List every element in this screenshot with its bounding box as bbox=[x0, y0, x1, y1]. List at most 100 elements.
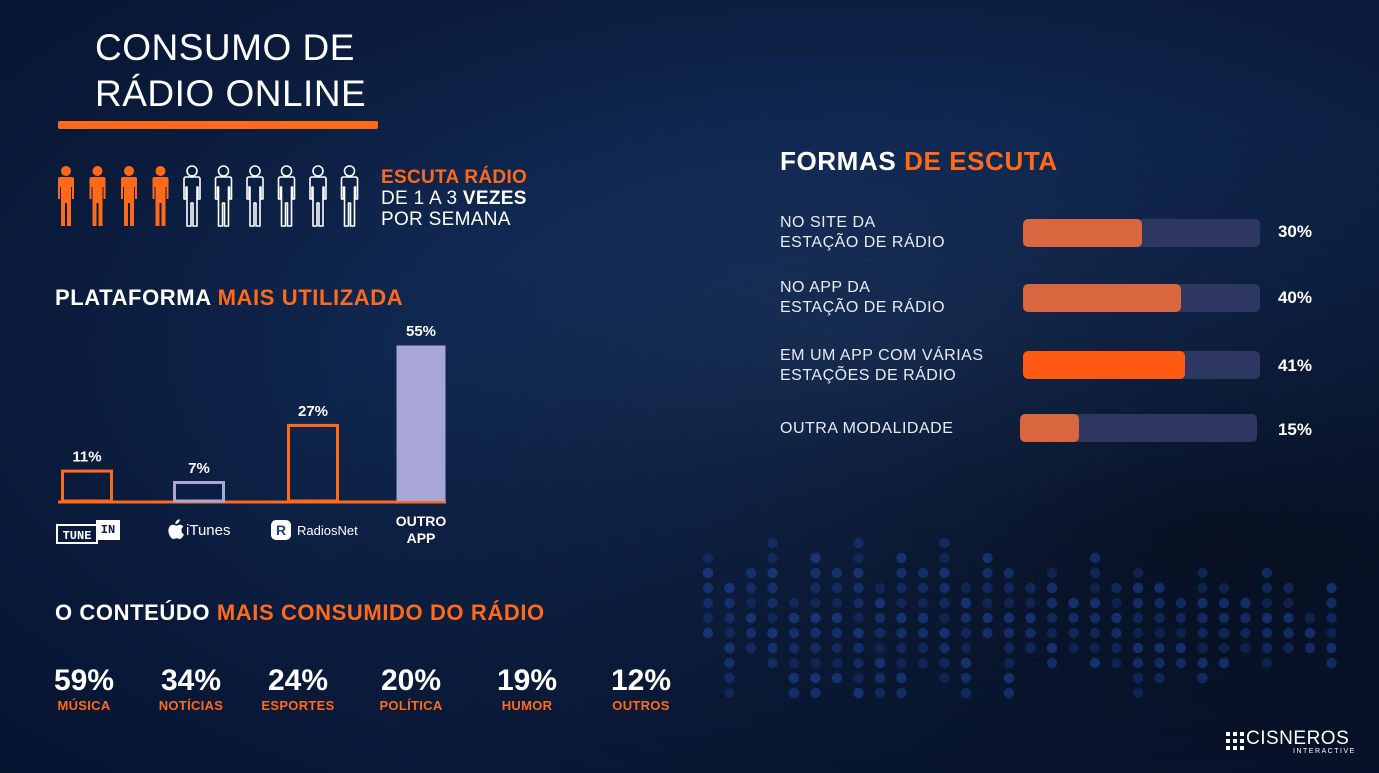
decorative-dot bbox=[960, 687, 972, 699]
decorative-dot bbox=[767, 567, 778, 579]
decorative-dot bbox=[1218, 627, 1230, 639]
radiosnet-icon: R bbox=[271, 520, 291, 540]
bar-value-label: 11% bbox=[72, 449, 101, 466]
bar-itunes bbox=[173, 481, 225, 503]
decorative-dot bbox=[896, 597, 907, 609]
decorative-dot bbox=[702, 627, 714, 639]
decorative-dot bbox=[939, 672, 950, 684]
decorative-dot bbox=[1154, 582, 1165, 594]
decorative-dot bbox=[1154, 642, 1165, 654]
person-icon bbox=[214, 165, 233, 227]
decorative-dot bbox=[874, 612, 886, 624]
decorative-dot bbox=[1197, 582, 1208, 594]
decorative-dot bbox=[896, 612, 907, 624]
decorative-dot bbox=[1132, 672, 1144, 684]
decorative-dot bbox=[1046, 582, 1058, 594]
decorative-dot bbox=[1046, 597, 1058, 609]
bar-tunein bbox=[61, 469, 113, 503]
decorative-dot bbox=[788, 627, 800, 639]
form-row: NO SITE DA ESTAÇÃO DE RÁDIO 30% bbox=[780, 213, 1340, 257]
platform-title-orange: MAIS UTILIZADA bbox=[217, 285, 404, 310]
decorative-dot bbox=[1003, 687, 1015, 699]
decorative-dot bbox=[1326, 612, 1337, 624]
decorative-dot bbox=[1218, 582, 1230, 594]
decorative-dot bbox=[896, 687, 907, 699]
decorative-dot bbox=[896, 642, 907, 654]
decorative-dot bbox=[767, 582, 778, 594]
decorative-dot bbox=[917, 642, 929, 654]
person-icon bbox=[277, 165, 296, 227]
decorative-dot bbox=[1261, 612, 1273, 624]
decorative-dot bbox=[1046, 657, 1058, 669]
forms-title-white: FORMAS bbox=[780, 146, 905, 176]
form-label-line-1: NO APP DA bbox=[780, 279, 871, 296]
decorative-dot bbox=[982, 582, 993, 594]
form-bar-track bbox=[1023, 351, 1260, 379]
decorative-dot bbox=[960, 582, 972, 594]
stat-label: POLÍTICA bbox=[379, 698, 443, 713]
decorative-dot bbox=[874, 642, 886, 654]
decorative-dot bbox=[1175, 657, 1187, 669]
decorative-dot bbox=[917, 597, 929, 609]
decorative-dot bbox=[874, 597, 886, 609]
decorative-dot bbox=[960, 657, 972, 669]
decorative-dot bbox=[1240, 642, 1251, 654]
content-stats: 59% MÚSICA 34% NOTÍCIAS 24% ESPORTES 20%… bbox=[50, 663, 700, 723]
apple-icon bbox=[168, 519, 184, 539]
form-row: EM UM APP COM VÁRIAS ESTAÇÕES DE RÁDIO 4… bbox=[780, 346, 1340, 390]
decorative-dot bbox=[1154, 627, 1165, 639]
decorative-dot bbox=[939, 567, 950, 579]
decorative-dot bbox=[724, 642, 735, 654]
decorative-dot bbox=[853, 567, 864, 579]
stat-label: HUMOR bbox=[501, 698, 553, 713]
decorative-dot bbox=[939, 537, 950, 549]
decorative-dot bbox=[788, 687, 800, 699]
bar-value-label: 7% bbox=[188, 460, 210, 477]
decorative-dot bbox=[1175, 612, 1187, 624]
decorative-dot bbox=[1003, 642, 1015, 654]
decorative-dot bbox=[1197, 627, 1208, 639]
decorative-dot bbox=[1111, 627, 1122, 639]
decorative-dot bbox=[896, 552, 907, 564]
decorative-dot bbox=[745, 597, 757, 609]
decorative-dot bbox=[874, 687, 886, 699]
person-icon bbox=[340, 165, 359, 227]
decorative-dot bbox=[810, 657, 821, 669]
decorative-dot bbox=[1326, 642, 1337, 654]
decorative-dot bbox=[1089, 612, 1101, 624]
decorative-dot bbox=[1175, 642, 1187, 654]
decorative-dot bbox=[1240, 597, 1251, 609]
stat-value: 20% bbox=[380, 664, 442, 697]
decorative-dot bbox=[1197, 657, 1208, 669]
tunein-logo: TUNE IN bbox=[56, 520, 120, 546]
decorative-dot bbox=[1261, 627, 1273, 639]
decorative-dot bbox=[745, 642, 757, 654]
cisneros-grid-icon bbox=[1226, 732, 1244, 750]
decorative-dot bbox=[767, 597, 778, 609]
decorative-dot bbox=[1197, 642, 1208, 654]
decorative-dot bbox=[1132, 612, 1144, 624]
decorative-dot bbox=[1326, 657, 1337, 669]
person-icon bbox=[152, 166, 169, 226]
decorative-dot bbox=[1261, 657, 1273, 669]
form-label: EM UM APP COM VÁRIAS ESTAÇÕES DE RÁDIO bbox=[780, 346, 984, 386]
decorative-dot bbox=[1025, 627, 1036, 639]
decorative-dot bbox=[788, 657, 800, 669]
decorative-dot bbox=[810, 672, 821, 684]
frequency-line-1: ESCUTA RÁDIO bbox=[381, 167, 528, 188]
decorative-dot bbox=[1304, 627, 1316, 639]
form-label: NO APP DA ESTAÇÃO DE RÁDIO bbox=[780, 278, 945, 318]
decorative-dot bbox=[745, 567, 757, 579]
form-bar-track bbox=[1023, 219, 1260, 247]
stat-label: MÚSICA bbox=[57, 698, 111, 713]
decorative-dot bbox=[1218, 612, 1230, 624]
decorative-dot bbox=[917, 582, 929, 594]
decorative-dot bbox=[853, 582, 864, 594]
decorative-dot bbox=[896, 672, 907, 684]
decorative-dot bbox=[1197, 567, 1208, 579]
decorative-dot bbox=[1154, 612, 1165, 624]
form-pct: 41% bbox=[1277, 356, 1312, 375]
form-label-line-2: ESTAÇÃO DE RÁDIO bbox=[780, 299, 946, 316]
decorative-dot bbox=[1283, 597, 1294, 609]
decorative-dot bbox=[788, 597, 800, 609]
